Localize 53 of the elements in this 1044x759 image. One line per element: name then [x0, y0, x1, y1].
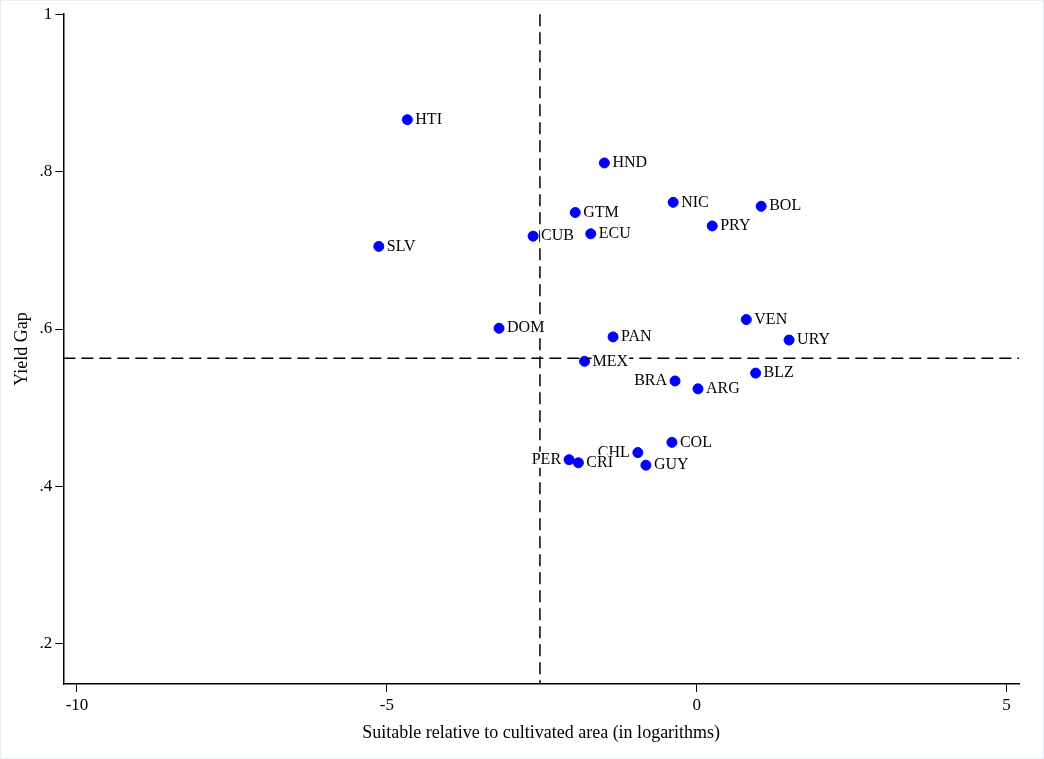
point — [569, 207, 581, 219]
annotation: GTM — [583, 202, 619, 220]
x-tick-label: 0 — [692, 694, 701, 714]
annotation: BRA — [634, 371, 668, 389]
annotation: ECU — [598, 224, 632, 241]
point — [740, 314, 752, 326]
annotation: COL — [679, 432, 712, 450]
annotation: PAN — [621, 327, 653, 345]
annotation: DOM — [507, 318, 545, 336]
y-tick-label: .4 — [39, 475, 53, 495]
annotation: ARG — [705, 379, 741, 397]
point — [632, 447, 644, 459]
point — [755, 200, 767, 212]
point — [692, 383, 704, 395]
annotation: PRY — [720, 216, 751, 234]
y-tick-label: .6 — [39, 318, 53, 338]
point — [667, 196, 679, 208]
annotation: SLV — [386, 236, 416, 254]
point — [493, 322, 505, 334]
point — [563, 454, 575, 466]
point — [640, 459, 652, 471]
x-tick-label: -5 — [379, 694, 394, 714]
annotation: BLZ — [763, 363, 794, 381]
point — [401, 114, 413, 126]
y-tick-label: .2 — [39, 633, 53, 653]
annotation: NIC — [681, 192, 709, 210]
x-axis-title: Suitable relative to cultivated area (in logarithms) — [362, 721, 721, 743]
point — [598, 157, 610, 169]
annotation: MEX — [592, 351, 629, 369]
annotation: URY — [797, 330, 831, 348]
point — [585, 228, 597, 240]
y-axis-title: Yield Gap — [10, 312, 31, 386]
annotation: PER — [531, 449, 562, 467]
y-tick-label: .8 — [39, 161, 53, 181]
point — [669, 375, 681, 387]
annotation: CUB — [541, 226, 575, 244]
point — [750, 367, 762, 379]
x-tick-label: -10 — [65, 694, 89, 714]
annotation: HTI — [415, 109, 442, 127]
point — [572, 457, 584, 469]
annotation: GUY — [653, 455, 690, 473]
annotation: HND — [612, 153, 648, 171]
x-tick-label: 5 — [1002, 694, 1011, 714]
annotation: VEN — [754, 309, 788, 327]
point — [666, 436, 678, 448]
point — [607, 331, 619, 343]
point — [706, 220, 718, 232]
y-tick-label: 1 — [43, 3, 53, 23]
point — [527, 230, 539, 242]
point — [373, 240, 385, 252]
point — [579, 355, 591, 367]
point — [783, 334, 795, 346]
annotation: BOL — [769, 196, 802, 214]
